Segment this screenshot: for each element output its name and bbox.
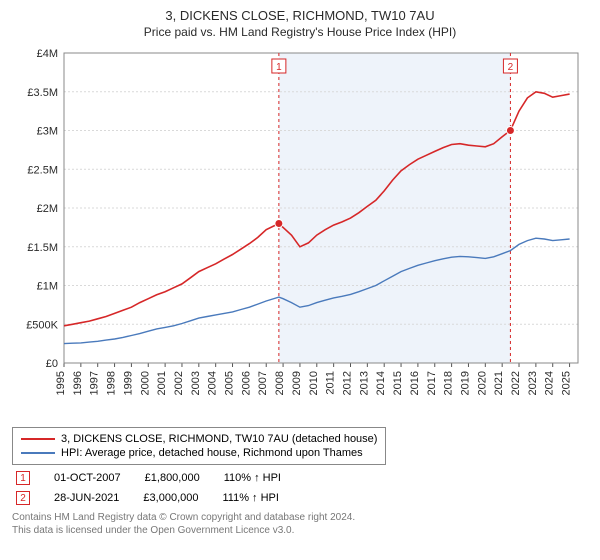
svg-text:2017: 2017 — [426, 371, 438, 395]
svg-text:2023: 2023 — [527, 371, 539, 395]
chart-subtitle: Price paid vs. HM Land Registry's House … — [12, 25, 588, 39]
svg-text:2012: 2012 — [341, 371, 353, 395]
legend-label: HPI: Average price, detached house, Rich… — [61, 447, 363, 459]
svg-text:£3M: £3M — [37, 126, 58, 138]
sale-marker: 2 — [16, 491, 30, 505]
chart-title: 3, DICKENS CLOSE, RICHMOND, TW10 7AU — [12, 8, 588, 23]
svg-text:1: 1 — [276, 62, 282, 73]
legend-row: HPI: Average price, detached house, Rich… — [21, 446, 377, 460]
footer-line-2: This data is licensed under the Open Gov… — [12, 524, 588, 537]
svg-text:£1.5M: £1.5M — [27, 242, 58, 254]
svg-text:1995: 1995 — [55, 371, 67, 395]
footer: Contains HM Land Registry data © Crown c… — [12, 511, 588, 537]
svg-text:2015: 2015 — [392, 371, 404, 395]
svg-text:2: 2 — [508, 62, 514, 73]
sale-delta: 110% ↑ HPI — [224, 472, 281, 484]
svg-text:2022: 2022 — [510, 371, 522, 395]
svg-text:2020: 2020 — [476, 371, 488, 395]
legend-swatch — [21, 438, 55, 440]
svg-text:2011: 2011 — [325, 371, 337, 395]
sale-marker: 1 — [16, 471, 30, 485]
svg-text:2025: 2025 — [561, 371, 573, 395]
legend-label: 3, DICKENS CLOSE, RICHMOND, TW10 7AU (de… — [61, 433, 377, 445]
svg-text:2010: 2010 — [308, 371, 320, 395]
legend-row: 3, DICKENS CLOSE, RICHMOND, TW10 7AU (de… — [21, 432, 377, 446]
svg-text:£500K: £500K — [26, 319, 58, 331]
chart-svg: £0 £500K £1M £1.5M £2M £2.5M £3M £3.5M £4M 1995 19… — [12, 43, 588, 423]
svg-text:2024: 2024 — [544, 371, 556, 395]
svg-text:2021: 2021 — [493, 371, 505, 395]
sale-price: £3,000,000 — [143, 492, 198, 504]
svg-text:2000: 2000 — [139, 371, 151, 395]
svg-text:2004: 2004 — [207, 371, 219, 395]
legend-swatch — [21, 452, 55, 454]
svg-text:2003: 2003 — [190, 371, 202, 395]
svg-text:2014: 2014 — [375, 371, 387, 395]
sale-date: 28-JUN-2021 — [54, 492, 119, 504]
svg-text:1999: 1999 — [122, 371, 134, 395]
svg-text:2009: 2009 — [291, 371, 303, 395]
sale-row: 1 01-OCT-2007 £1,800,000 110% ↑ HPI — [12, 471, 588, 485]
svg-text:2019: 2019 — [459, 371, 471, 395]
svg-text:1997: 1997 — [89, 371, 101, 395]
svg-text:2002: 2002 — [173, 371, 185, 395]
legend-box: 3, DICKENS CLOSE, RICHMOND, TW10 7AU (de… — [12, 427, 386, 465]
sale-row: 2 28-JUN-2021 £3,000,000 111% ↑ HPI — [12, 491, 588, 505]
chart-area: £0 £500K £1M £1.5M £2M £2.5M £3M £3.5M £4M 1995 19… — [12, 43, 588, 423]
sale-delta: 111% ↑ HPI — [222, 492, 278, 504]
svg-text:£2M: £2M — [37, 203, 58, 215]
svg-text:£0: £0 — [46, 358, 58, 370]
sale-price: £1,800,000 — [145, 472, 200, 484]
svg-text:2008: 2008 — [274, 371, 286, 395]
svg-text:£2.5M: £2.5M — [27, 164, 58, 176]
svg-text:2005: 2005 — [224, 371, 236, 395]
svg-text:1996: 1996 — [72, 371, 84, 395]
svg-text:2016: 2016 — [409, 371, 421, 395]
svg-text:1998: 1998 — [106, 371, 118, 395]
svg-text:2018: 2018 — [443, 371, 455, 395]
svg-text:£4M: £4M — [37, 48, 58, 60]
footer-line-1: Contains HM Land Registry data © Crown c… — [12, 511, 588, 524]
sales-box: 1 01-OCT-2007 £1,800,000 110% ↑ HPI 2 28-JUN-… — [12, 471, 588, 505]
svg-text:2013: 2013 — [358, 371, 370, 395]
svg-text:£3.5M: £3.5M — [27, 87, 58, 99]
svg-text:2001: 2001 — [156, 371, 168, 395]
svg-text:2007: 2007 — [257, 371, 269, 395]
svg-text:£1M: £1M — [37, 281, 58, 293]
sale-date: 01-OCT-2007 — [54, 472, 121, 484]
svg-text:2006: 2006 — [240, 371, 252, 395]
